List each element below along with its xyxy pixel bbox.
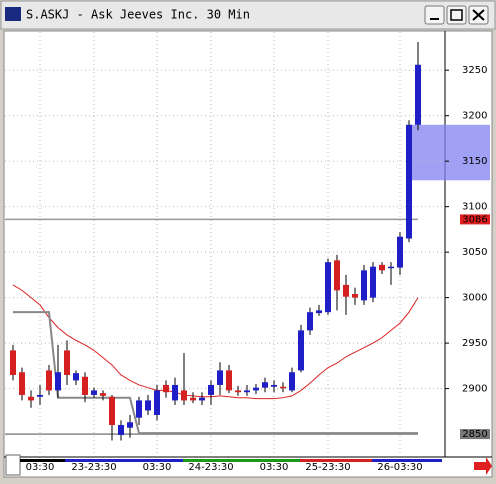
candle-body	[280, 386, 286, 389]
day-bar	[65, 459, 183, 462]
day-bar	[183, 459, 300, 462]
candle-body	[109, 396, 115, 425]
close-icon	[472, 9, 485, 21]
candle-body	[334, 260, 340, 291]
candle-body	[163, 384, 169, 393]
candle-body	[136, 400, 142, 418]
x-tick-label: 23-23:30	[71, 462, 116, 473]
candle-body	[10, 350, 16, 375]
x-tick-label: 25-23:30	[305, 462, 350, 473]
candle-body	[127, 422, 133, 428]
app-icon	[5, 7, 21, 21]
candle-body	[388, 266, 394, 269]
candle-body	[343, 284, 349, 297]
candle-body	[28, 396, 34, 401]
candle-body	[181, 390, 187, 401]
plot: 2900 2950 3000 3050 3100 3150 3200 3250 03:30 23-…	[5, 32, 490, 473]
y-tick-label: 3000	[462, 293, 487, 304]
candle-body	[379, 264, 385, 271]
candle-body	[208, 384, 214, 395]
candle-body	[46, 370, 52, 391]
candle-body	[244, 390, 250, 393]
candle-body	[199, 397, 205, 401]
day-bar	[20, 459, 65, 462]
candle-body	[325, 262, 331, 313]
y-tick-label: 3100	[462, 202, 487, 213]
candle-body	[100, 393, 106, 396]
chart-area	[3, 30, 493, 478]
price-box	[460, 429, 490, 440]
x-tick-label: 03:30	[26, 462, 55, 473]
minimize-button[interactable]	[424, 5, 445, 25]
candle-body	[172, 384, 178, 401]
candle-body	[55, 372, 61, 391]
x-tick-label: 03:30	[260, 462, 289, 473]
candle-body	[406, 124, 412, 239]
candle-body	[154, 390, 160, 415]
candle-body	[271, 384, 277, 387]
y-tick-label: 3250	[462, 65, 487, 76]
candle-body	[316, 310, 322, 314]
window-buttons[interactable]	[424, 5, 489, 25]
overlay-line	[12, 284, 419, 400]
scroll-arrow[interactable]	[474, 457, 492, 475]
candle-body	[352, 293, 358, 298]
candle-body	[262, 382, 268, 388]
price-box	[460, 214, 490, 225]
candle-body	[82, 376, 88, 395]
price-zone	[410, 124, 490, 181]
candle-body	[235, 390, 241, 393]
x-tick-label: 26-03:30	[377, 462, 422, 473]
candle-body	[73, 373, 79, 381]
candle-body	[397, 236, 403, 268]
candle-body	[289, 372, 295, 391]
maximize-button[interactable]	[446, 5, 467, 25]
price-box-label: 3086	[462, 214, 487, 225]
y-tick-label: 3150	[462, 156, 487, 167]
x-tick-label: 24-23:30	[188, 462, 233, 473]
day-bar	[372, 459, 442, 462]
y-tick-label: 3050	[462, 247, 487, 258]
scroll-box[interactable]	[5, 454, 21, 476]
y-tick-label: 3200	[462, 111, 487, 122]
window-title: S.ASKJ - Ask Jeeves Inc. 30 Min	[26, 8, 250, 22]
x-tick-label: 03:30	[143, 462, 172, 473]
candle-body	[226, 370, 232, 391]
candle-body	[253, 387, 259, 391]
candle-body	[37, 394, 43, 397]
candle-body	[217, 370, 223, 385]
title-bar	[0, 0, 496, 30]
candle-body	[118, 424, 124, 435]
candle-body	[19, 372, 25, 395]
candle-body	[361, 270, 367, 301]
candle-body	[64, 350, 70, 375]
candle-body	[370, 266, 376, 298]
maximize-icon	[450, 9, 463, 21]
candle-body	[415, 64, 421, 125]
y-tick-label: 2950	[462, 338, 487, 349]
candle-body	[91, 390, 97, 395]
candle-body	[145, 400, 151, 411]
y-tick-label: 2900	[462, 384, 487, 395]
price-box-label: 2850	[462, 429, 487, 440]
overlay-line	[13, 311, 418, 435]
candle-body	[307, 312, 313, 331]
candle-body	[190, 397, 196, 401]
day-bar	[300, 459, 372, 462]
candle-body	[298, 330, 304, 371]
date-strip	[20, 459, 442, 462]
